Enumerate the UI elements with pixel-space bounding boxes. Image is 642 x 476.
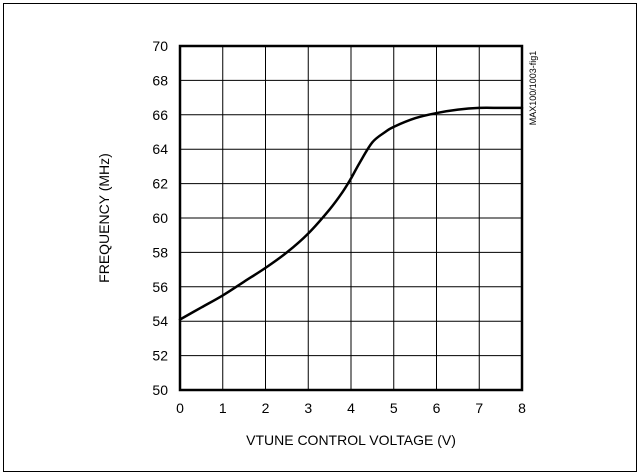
- y-tick-label: 50: [152, 382, 168, 398]
- x-tick-label: 8: [518, 400, 526, 416]
- y-tick-label: 70: [152, 38, 168, 54]
- x-tick-label: 1: [219, 400, 227, 416]
- y-tick-label: 62: [152, 176, 168, 192]
- y-tick-labels: 50 52 54 56 58 60 62 64 66 68 70: [152, 38, 168, 398]
- y-tick-label: 52: [152, 348, 168, 364]
- x-axis-label: VTUNE CONTROL VOLTAGE (V): [246, 432, 456, 448]
- x-tick-label: 4: [347, 400, 355, 416]
- y-tick-label: 54: [152, 313, 168, 329]
- y-tick-label: 56: [152, 279, 168, 295]
- plot-border: [178, 44, 524, 392]
- x-tick-label: 3: [304, 400, 312, 416]
- y-tick-label: 60: [152, 210, 168, 226]
- y-tick-label: 68: [152, 72, 168, 88]
- series-line: [178, 106, 524, 321]
- y-axis-label: FREQUENCY (MHz): [96, 153, 112, 283]
- figure-frame: [3, 3, 637, 472]
- x-tick-labels: 0 1 2 3 4 5 6 7 8: [176, 400, 526, 416]
- y-tick-label: 58: [152, 244, 168, 260]
- x-tick-label: 2: [262, 400, 270, 416]
- y-tick-label: 66: [152, 107, 168, 123]
- x-tick-label: 6: [433, 400, 441, 416]
- x-tick-label: 5: [390, 400, 398, 416]
- y-tick-label: 64: [152, 141, 168, 157]
- x-tick-label: 7: [475, 400, 483, 416]
- grid: [179, 45, 523, 391]
- figure-id: MAX100/1003-fig1: [528, 51, 538, 126]
- x-tick-label: 0: [176, 400, 184, 416]
